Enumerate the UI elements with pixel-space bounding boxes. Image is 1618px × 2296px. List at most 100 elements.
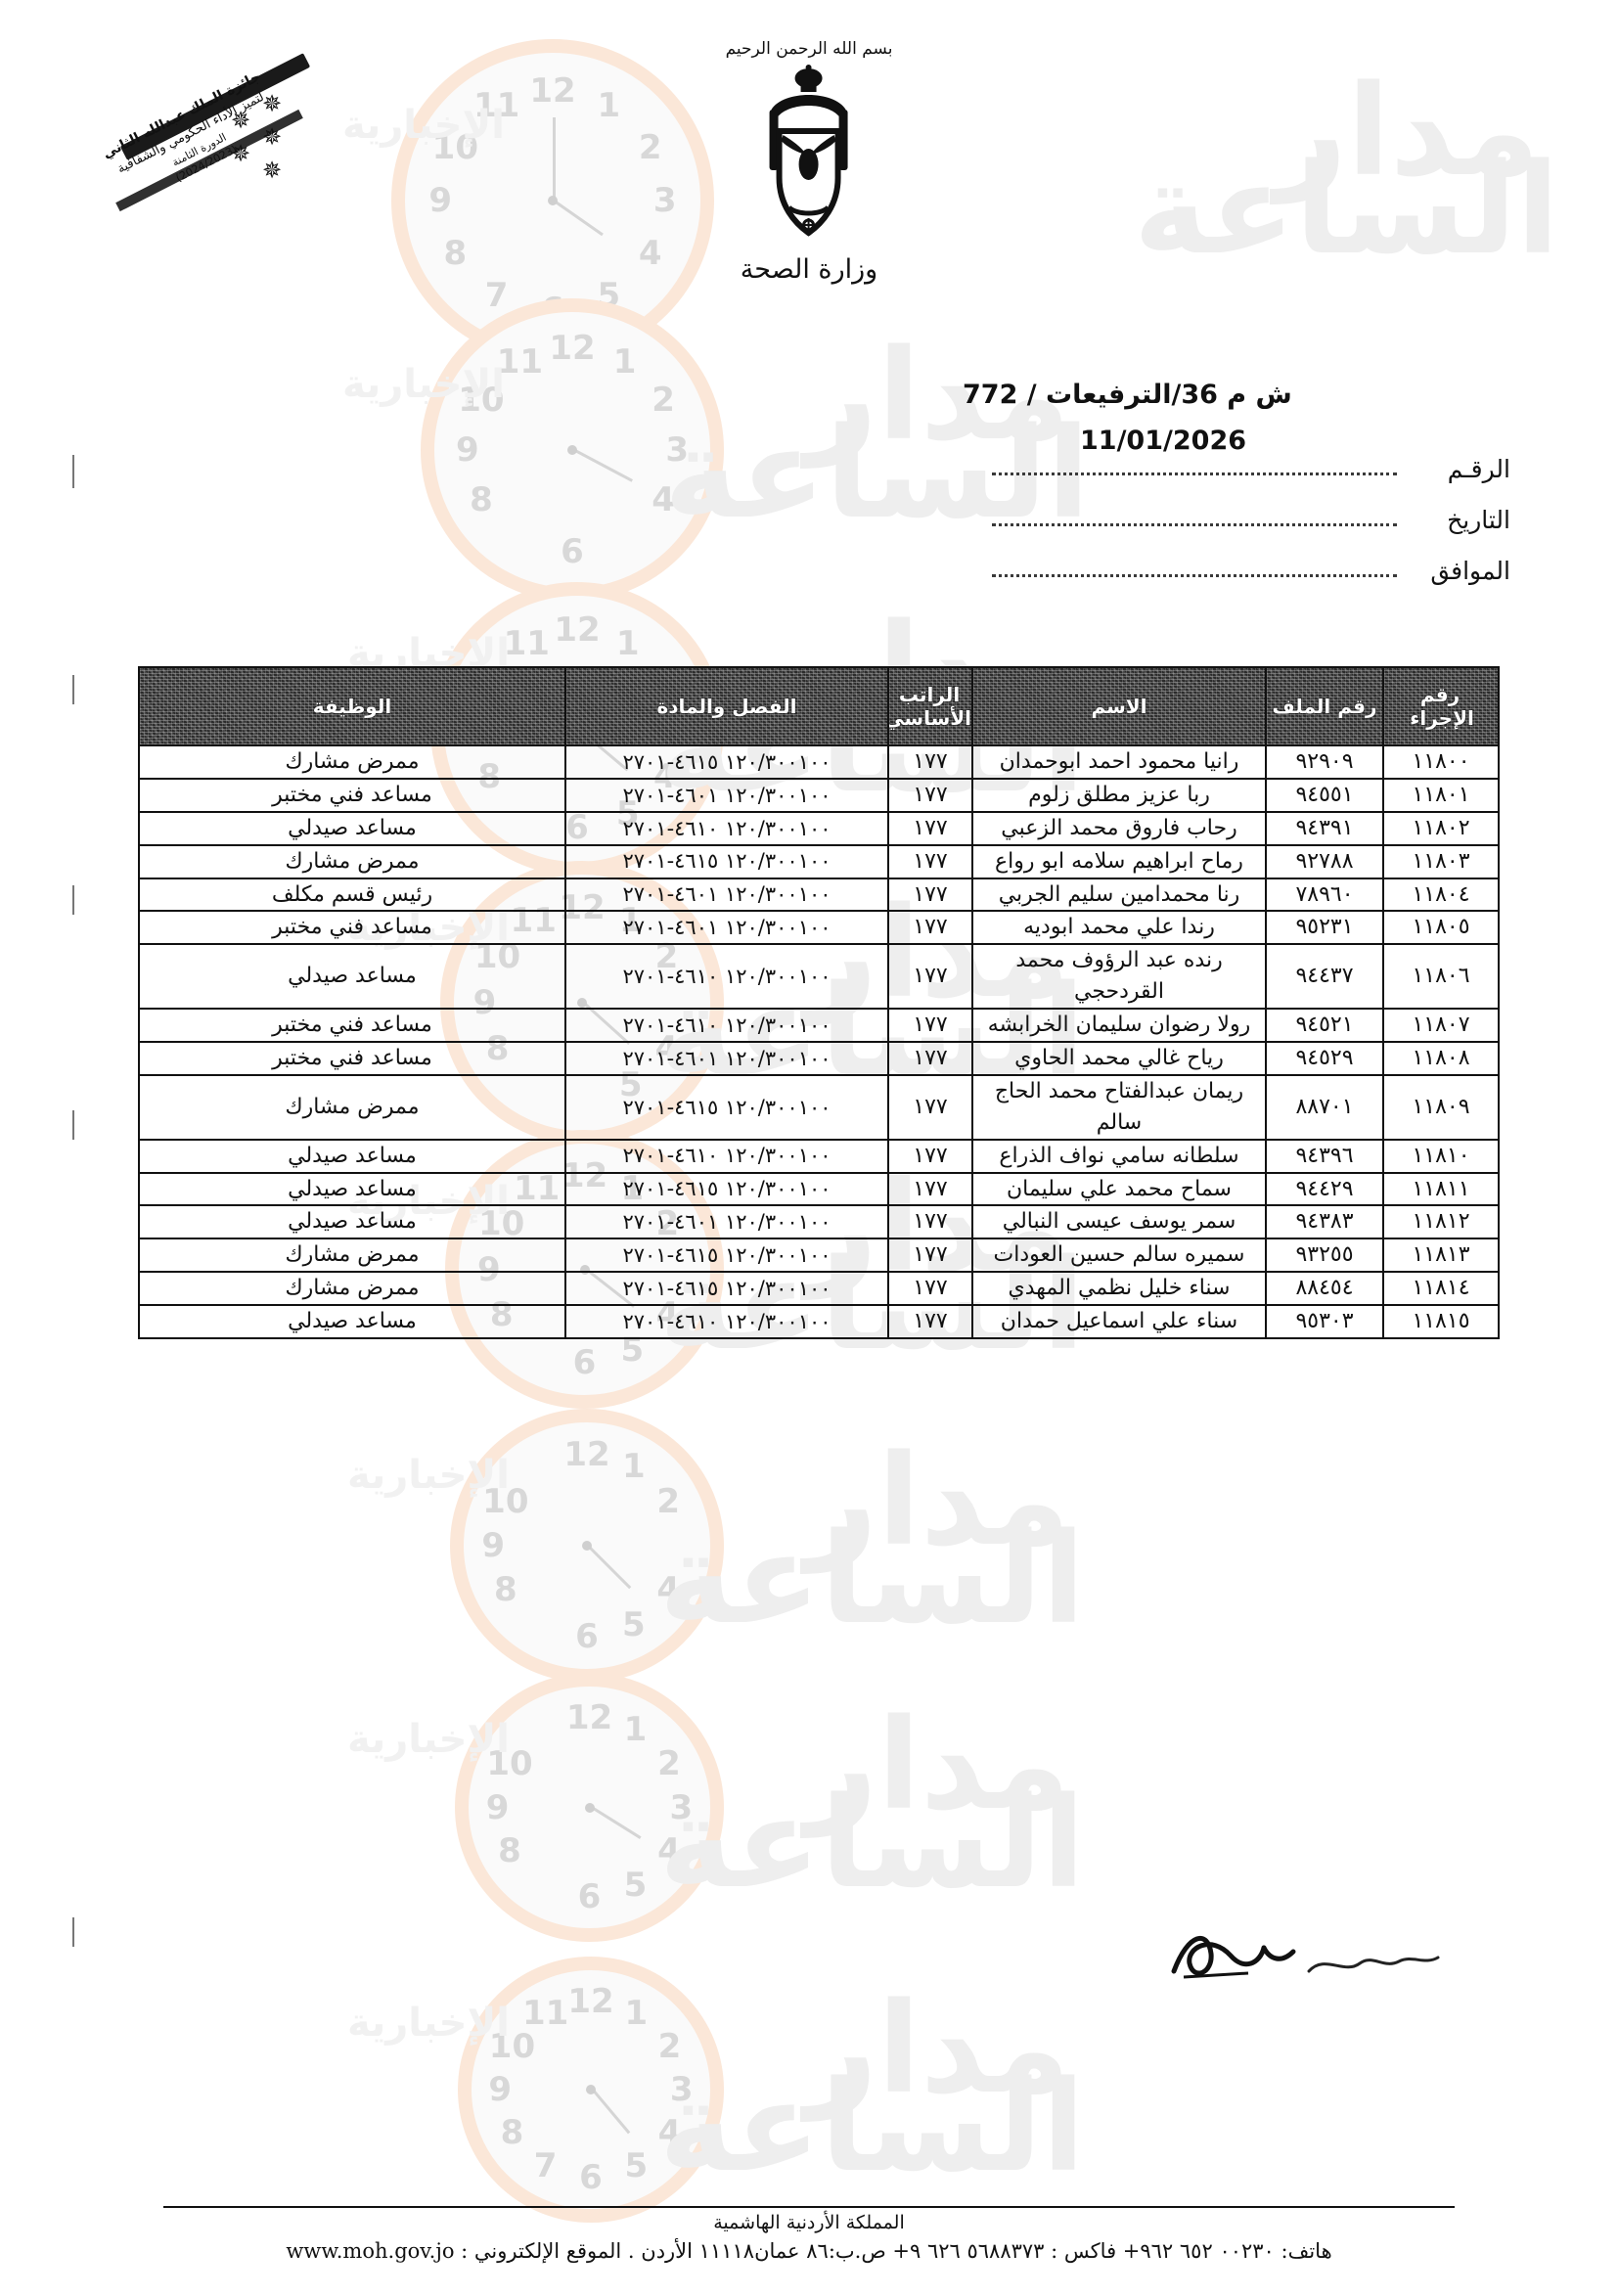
table-row: ١١٨١١ ٩٤٤٢٩ سماح محمد علي سليمان ١٧٧ ١٢٠/٣٠٠… (138, 1171, 1500, 1207)
cell-file: ٩٤٣٨٣ (1265, 1204, 1384, 1240)
cell-salary: ١٧٧ (887, 744, 973, 780)
brand-watermark: الساعة (658, 1507, 1085, 1652)
cell-job: ممرض مشارك (138, 1238, 566, 1274)
cell-article: ١٢٠/٣٠٠١٠٠ ٤٦١٥-٢٧٠١ (564, 744, 889, 780)
signature-area (0, 1913, 1618, 2001)
cell-proc: ١١٨٠٩ (1382, 1073, 1500, 1141)
table-row: ١١٨١٤ ٨٨٤٥٤ سناء خليل نظمي المهدي ١٧٧ ١٢٠/٣٠… (138, 1271, 1500, 1307)
reference-date-value: 11/01/2026 (1080, 426, 1247, 456)
cell-article: ١٢٠/٣٠٠١٠٠ ٤٦١٠-٢٧٠١ (564, 1138, 889, 1174)
cell-proc: ١١٨١٠ (1382, 1138, 1500, 1174)
dotted-line (992, 472, 1397, 475)
cell-job: مساعد فني مختبر (138, 1041, 566, 1076)
clock-watermark: 12 1 2 4 5 6 8 9 10 (450, 1409, 724, 1683)
cell-job: مساعد صيدلي (138, 810, 566, 846)
cell-article: ١٢٠/٣٠٠١٠٠ ٤٦٠١-٢٧٠١ (564, 1204, 889, 1240)
cell-file: ٩٤٥٢١ (1265, 1008, 1384, 1044)
margin-tick (72, 455, 74, 488)
cell-salary: ١٧٧ (887, 1171, 973, 1207)
reference-row-corresponding: الموافق (963, 557, 1510, 585)
cell-article: ١٢٠/٣٠٠١٠٠ ٤٦١٥-٢٧٠١ (564, 1238, 889, 1274)
table-row: ١١٨٠٣ ٩٢٧٨٨ رماح ابراهيم سلامه ابو رواع ١٧٧… (138, 843, 1500, 879)
promotions-table-container: رقم الإجراء رقم الملف الاسم الراتب الأسا… (138, 666, 1500, 1340)
cell-article: ١٢٠/٣٠٠١٠٠ ٤٦١٠-٢٧٠١ (564, 810, 889, 846)
signature-secondary (1301, 1942, 1448, 1991)
dotted-line (992, 573, 1397, 577)
column-header-proc-label: رقم الإجراء (1410, 683, 1474, 730)
cell-name: سمر يوسف عيسى النبالي (971, 1204, 1267, 1240)
award-star-icon: ✵ (261, 123, 283, 151)
brand-watermark-small: الإخبارية (347, 1717, 510, 1762)
cell-job: ممرض مشارك (138, 843, 566, 879)
cell-name: ريمان عبدالفتاح محمد الحاج سالم (971, 1073, 1267, 1141)
cell-article: ١٢٠/٣٠٠١٠٠ ٤٦٠١-٢٧٠١ (564, 1041, 889, 1076)
table-row: ١١٨٠٢ ٩٤٣٩١ رحاب فاروق محمد الزعبي ١٧٧ ١٢٠/٣… (138, 810, 1500, 846)
cell-name: رياح غالي محمد الحاوي (971, 1041, 1267, 1076)
cell-article: ١٢٠/٣٠٠١٠٠ ٤٦١٠-٢٧٠١ (564, 943, 889, 1011)
cell-proc: ١١٨١٥ (1382, 1304, 1500, 1340)
cell-file: ٩٤٥٥١ (1265, 777, 1384, 813)
cell-salary: ١٧٧ (887, 943, 973, 1011)
cell-salary: ١٧٧ (887, 910, 973, 946)
cell-proc: ١١٨١٣ (1382, 1238, 1500, 1274)
cell-job: مساعد فني مختبر (138, 1008, 566, 1044)
reference-number: ش م 36/الترفيعات / 772 (963, 380, 1292, 410)
cell-salary: ١٧٧ (887, 1138, 973, 1174)
reference-block: ش م 36/الترفيعات / 772 11/01/2026 الرقـم… (963, 380, 1510, 610)
cell-name: رنده عبد الرؤوف محمد القردحجي (971, 943, 1267, 1011)
clock-watermark: 12 1 2 3 4 6 8 9 10 11 (421, 298, 724, 602)
cell-name: رانيا محمود احمد ابوحمدان (971, 744, 1267, 780)
cell-proc: ١١٨٠٣ (1382, 843, 1500, 879)
cell-file: ٩٥٣٠٣ (1265, 1304, 1384, 1340)
brand-watermark: الساعة (1133, 137, 1559, 283)
cell-name: رولا رضوان سليمان الخرابشه (971, 1008, 1267, 1044)
cell-salary: ١٧٧ (887, 877, 973, 913)
cell-file: ٩٤٤٢٩ (1265, 1171, 1384, 1207)
promotions-table: رقم الإجراء رقم الملف الاسم الراتب الأسا… (138, 666, 1500, 1340)
brand-watermark: الساعة (658, 1771, 1085, 1916)
footer-divider (163, 2206, 1455, 2208)
clock-watermark: 12 1 2 3 4 5 6 8 9 10 (455, 1673, 724, 1942)
brand-watermark-small: الإخبارية (342, 362, 505, 407)
cell-file: ٩٤٤٣٧ (1265, 943, 1384, 1011)
cell-article: ١٢٠/٣٠٠١٠٠ ٤٦١٥-٢٧٠١ (564, 1171, 889, 1207)
cell-proc: ١١٨٠١ (1382, 777, 1500, 813)
cell-file: ٩٤٣٩١ (1265, 810, 1384, 846)
brand-watermark-small: الإخبارية (347, 1453, 510, 1498)
brand-watermark: الساعة (658, 2054, 1085, 2200)
cell-file: ٩٥٢٣١ (1265, 910, 1384, 946)
cell-article: ١٢٠/٣٠٠١٠٠ ٤٦١٥-٢٧٠١ (564, 1073, 889, 1141)
cell-file: ٩٤٥٢٩ (1265, 1041, 1384, 1076)
cell-salary: ١٧٧ (887, 810, 973, 846)
cell-name: رنا محمدامين سليم الجربي (971, 877, 1267, 913)
cell-proc: ١١٨١١ (1382, 1171, 1500, 1207)
cell-proc: ١١٨٠٢ (1382, 810, 1500, 846)
table-body: ١١٨٠٠ ٩٢٩٠٩ رانيا محمود احمد ابوحمدان ١٧٧ ١٢… (138, 744, 1500, 1340)
cell-salary: ١٧٧ (887, 1041, 973, 1076)
cell-job: مساعد صيدلي (138, 1204, 566, 1240)
award-star-icon: ✵ (230, 140, 251, 167)
cell-salary: ١٧٧ (887, 1271, 973, 1307)
cell-file: ٩٣٢٥٥ (1265, 1238, 1384, 1274)
column-header-job: الوظيفة (138, 666, 566, 746)
cell-file: ٨٨٧٠١ (1265, 1073, 1384, 1141)
clock-watermark: 12 1 2 3 4 5 6 7 8 9 10 11 (391, 39, 714, 362)
award-star-icon: ✵ (261, 90, 283, 117)
cell-article: ١٢٠/٣٠٠١٠٠ ٤٦١٠-٢٧٠١ (564, 1304, 889, 1340)
margin-tick (72, 885, 74, 915)
footer-website: www.moh.gov.jo (286, 2239, 455, 2263)
brand-watermark: مدار (805, 1428, 1070, 1574)
brand-watermark: مدار (805, 1692, 1070, 1838)
cell-proc: ١١٨٠٠ (1382, 744, 1500, 780)
brand-watermark-small: الإخبارية (342, 103, 505, 148)
document-header: بسم الله الرحمن الرحيم وزارة الصحة (726, 39, 893, 285)
ministry-name: وزارة الصحة (740, 254, 878, 285)
table-row: ١١٨٠١ ٩٤٥٥١ ربا عزيز مطلق زلوم ١٧٧ ١٢٠/٣٠٠١٠… (138, 777, 1500, 813)
cell-article: ١٢٠/٣٠٠١٠٠ ٤٦٠١-٢٧٠١ (564, 777, 889, 813)
document-footer: المملكة الأردنية الهاشمية هاتف: ٠٠٢٣٠ ٦٥… (0, 2206, 1618, 2263)
dotted-line (992, 522, 1397, 526)
column-header-salary: الراتب الأساسي (887, 666, 973, 746)
cell-salary: ١٧٧ (887, 1238, 973, 1274)
table-row: ١١٨٠٩ ٨٨٧٠١ ريمان عبدالفتاح محمد الحاج سال… (138, 1073, 1500, 1141)
cell-file: ٧٨٩٦٠ (1265, 877, 1384, 913)
